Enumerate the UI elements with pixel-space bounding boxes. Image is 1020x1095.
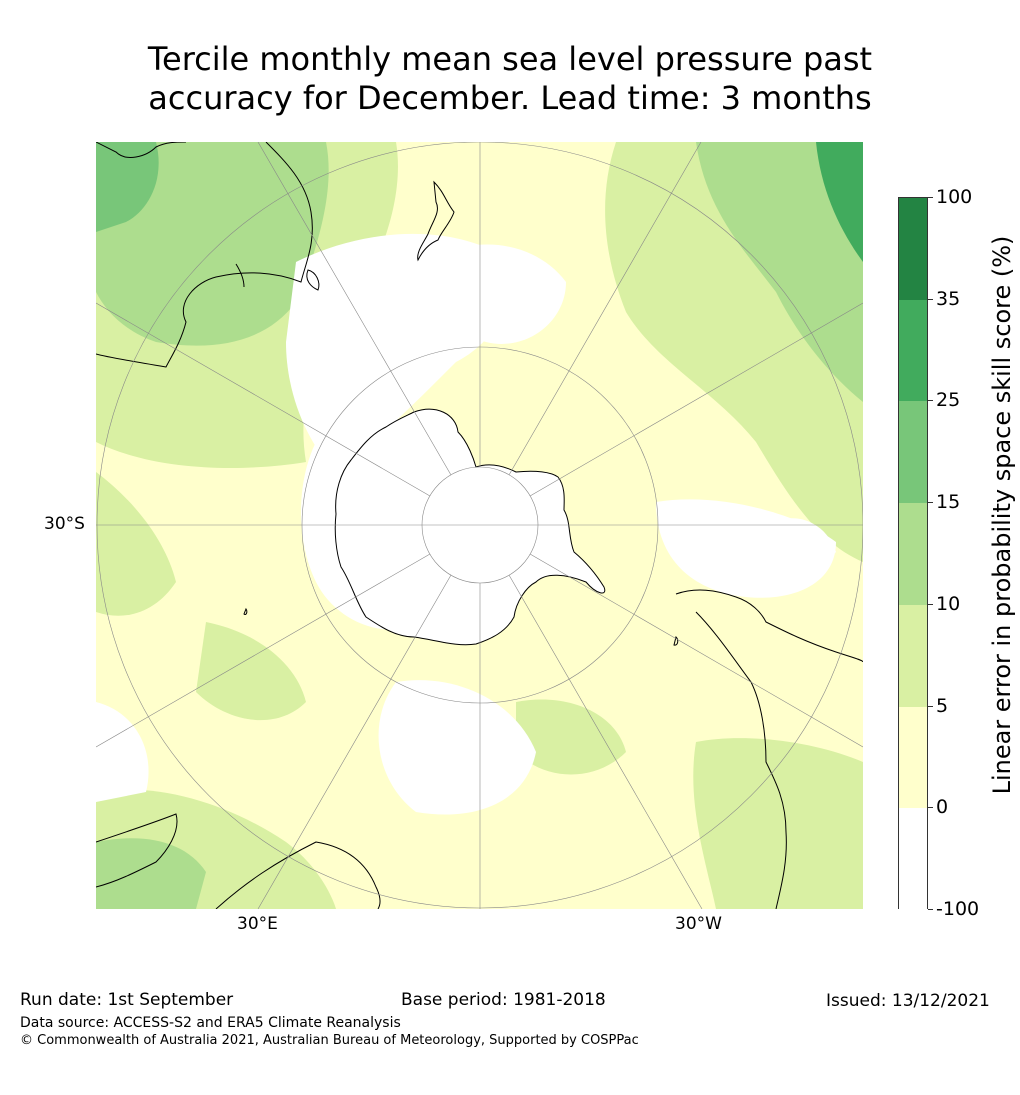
colorbar-tick-label: 10 — [936, 592, 961, 615]
footer-data-source: Data source: ACCESS-S2 and ERA5 Climate … — [20, 1015, 401, 1031]
coast-australia-gulf — [235, 263, 245, 288]
footer-copyright: © Commonwealth of Australia 2021, Austra… — [20, 1033, 639, 1048]
colorbar-bin — [899, 401, 927, 504]
colorbar-tick-mark — [928, 400, 933, 402]
lon-label-30e: 30°E — [237, 914, 278, 934]
shading-region-nw-3 — [96, 142, 159, 232]
antarctica-coast — [334, 408, 606, 646]
coast-tasmania — [306, 269, 320, 291]
skill-shading — [96, 142, 863, 909]
graticule-meridian-120e — [96, 302, 431, 497]
skill-score-map — [96, 142, 863, 909]
colorbar-tick-label: -100 — [936, 898, 980, 920]
colorbar-tick-label: 15 — [936, 491, 961, 514]
shading-region-w — [96, 472, 176, 616]
footer-run-date: Run date: 1st September — [20, 990, 234, 1010]
colorbar-bin — [899, 503, 927, 605]
graticule-meridian-150w — [508, 142, 702, 476]
graticule-meridian-60e — [96, 553, 431, 748]
shading-region-nw-2 — [96, 142, 329, 346]
shading-region-sw-1 — [196, 622, 306, 721]
coast-south-america-north — [675, 589, 863, 663]
colorbar-tick-label: 25 — [936, 389, 961, 412]
graticule-meridian-150e — [257, 142, 452, 476]
shading-negative-2 — [424, 244, 566, 344]
colorbar-bin — [899, 808, 927, 910]
colorbar-title: Linear error in probability space skill … — [988, 235, 1016, 795]
shading-region-se — [693, 738, 863, 909]
shading-region-sw-3 — [96, 838, 206, 909]
coast-madagascar — [96, 813, 178, 888]
shading-negative-5 — [378, 680, 536, 815]
colorbar-tick-label: 5 — [936, 694, 949, 717]
colorbar-tick-label: 100 — [936, 186, 973, 208]
coast-island-1 — [243, 607, 248, 615]
colorbar-bin — [899, 604, 927, 707]
map-title: Tercile monthly mean sea level pressure … — [0, 40, 1020, 118]
colorbar-tick-label: 0 — [936, 796, 949, 819]
colorbar-bin — [899, 299, 927, 402]
map-title-line-1: Tercile monthly mean sea level pressure … — [147, 40, 873, 78]
coast-new-zealand — [417, 180, 455, 262]
colorbar-bin — [899, 706, 927, 809]
antarctica — [334, 408, 606, 646]
colorbar-tick-mark — [928, 197, 933, 198]
coast-africa-south — [215, 841, 381, 909]
graticule-meridian-30w — [508, 574, 703, 909]
graticule-meridian-30e — [257, 574, 452, 909]
shading-negative-7 — [776, 518, 836, 572]
lat-label-30s: 30°S — [44, 514, 85, 534]
colorbar-tick-mark — [928, 909, 933, 910]
colorbar-tick-mark — [928, 502, 933, 504]
colorbar-tick-label: 35 — [936, 287, 961, 310]
coast-australia — [96, 142, 313, 368]
shading-region-s — [516, 699, 626, 775]
colorbar-tick-mark — [928, 298, 933, 300]
graticule — [96, 142, 863, 909]
coast-south-america-east — [695, 611, 787, 909]
continents — [96, 142, 863, 909]
shading-region-ne-3 — [816, 142, 863, 262]
colorbar-tick-mark — [928, 705, 933, 707]
coast-island-2 — [673, 636, 679, 646]
colorbar-tick-mark — [928, 807, 933, 809]
graticule-meridian-120w — [529, 302, 863, 497]
colorbar — [898, 197, 928, 910]
colorbar-bin — [899, 198, 927, 300]
lon-label-30w: 30°W — [675, 914, 722, 934]
map-title-line-2: accuracy for December. Lead time: 3 mont… — [148, 79, 872, 117]
footer-issued: Issued: 13/12/2021 — [826, 991, 990, 1011]
shading-region-ne-2 — [696, 142, 863, 402]
colorbar-tick-mark — [928, 603, 933, 605]
shading-negative-6 — [96, 702, 149, 802]
graticule-meridian-60w — [529, 553, 863, 748]
map-canvas — [96, 142, 863, 909]
footer-base-period: Base period: 1981-2018 — [401, 990, 606, 1010]
coast-asia-north — [96, 142, 187, 158]
